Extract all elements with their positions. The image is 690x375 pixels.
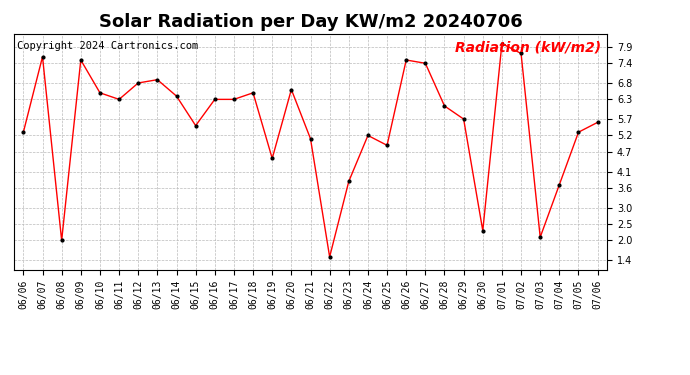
Text: Copyright 2024 Cartronics.com: Copyright 2024 Cartronics.com xyxy=(17,41,198,51)
Title: Solar Radiation per Day KW/m2 20240706: Solar Radiation per Day KW/m2 20240706 xyxy=(99,13,522,31)
Text: Radiation (kW/m2): Radiation (kW/m2) xyxy=(455,41,601,55)
